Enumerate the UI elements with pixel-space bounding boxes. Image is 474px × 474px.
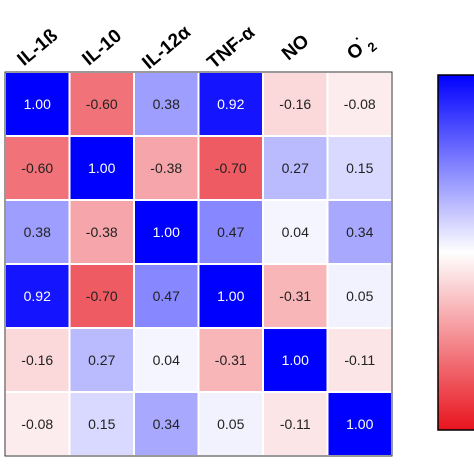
column-label: TNF-α bbox=[203, 22, 259, 74]
cell-value-label: 0.04 bbox=[153, 352, 180, 368]
column-labels: IL-1ß IL-10 IL-12α TNF-α NO O·2 bbox=[14, 22, 380, 74]
cell-value-label: -0.70 bbox=[86, 288, 118, 304]
column-label: O·2 bbox=[339, 26, 380, 68]
cell-value-label: -0.11 bbox=[344, 352, 375, 368]
heatmap-cell bbox=[264, 137, 327, 199]
heatmap-cell bbox=[264, 265, 327, 327]
heatmap-cell bbox=[199, 73, 262, 135]
cell-value-label: -0.60 bbox=[86, 96, 118, 112]
colorbar bbox=[437, 74, 474, 431]
heatmap-cell bbox=[6, 201, 69, 263]
cell-value-label: -0.60 bbox=[21, 160, 53, 176]
cell-value-label: 0.15 bbox=[88, 416, 115, 432]
heatmap-cell bbox=[70, 201, 133, 263]
cell-value-label: 0.92 bbox=[24, 288, 51, 304]
heatmap-cell bbox=[199, 329, 262, 391]
cell-value-label: -0.16 bbox=[279, 96, 311, 112]
column-label: IL-1ß bbox=[14, 25, 63, 71]
heatmap-cell bbox=[135, 137, 198, 199]
heatmap-cell bbox=[135, 393, 198, 455]
heatmap-cell bbox=[328, 265, 391, 327]
heatmap-cell bbox=[264, 393, 327, 455]
heatmap-cell bbox=[6, 73, 69, 135]
heatmap-cell bbox=[199, 393, 262, 455]
cell-value-label: 0.47 bbox=[217, 224, 244, 240]
cell-value-label: -0.08 bbox=[21, 416, 53, 432]
heatmap-cell bbox=[264, 329, 327, 391]
heatmap-cell bbox=[328, 201, 391, 263]
cell-value-label: -0.38 bbox=[86, 224, 118, 240]
cell-value-label: 0.04 bbox=[282, 224, 309, 240]
cell-value-label: 0.05 bbox=[346, 288, 373, 304]
heatmap-cell bbox=[70, 265, 133, 327]
heatmap-cell bbox=[199, 137, 262, 199]
heatmap-cell bbox=[328, 73, 391, 135]
heatmap-cell bbox=[6, 265, 69, 327]
cell-value-label: -0.70 bbox=[215, 160, 247, 176]
column-label: IL-10 bbox=[78, 25, 125, 70]
column-label: NO bbox=[278, 31, 313, 65]
cell-value-label: -0.08 bbox=[344, 96, 376, 112]
cell-value-label: 0.38 bbox=[153, 96, 180, 112]
heatmap-cell bbox=[70, 329, 133, 391]
cell-value-label: -0.16 bbox=[21, 352, 53, 368]
heatmap-cell bbox=[328, 329, 391, 391]
cell-value-label: 0.34 bbox=[346, 224, 373, 240]
cell-value-label: 0.27 bbox=[88, 352, 115, 368]
cell-value-label: 0.92 bbox=[217, 96, 244, 112]
heatmap-cell bbox=[70, 73, 133, 135]
cell-value-label: -0.31 bbox=[215, 352, 247, 368]
heatmap-cell bbox=[70, 137, 133, 199]
heatmap-cells: 1.00 -0.60 0.38 0.92 -0.16 -0.08 -0.60 1.00 -0.3… bbox=[4, 71, 393, 457]
heatmap-cell bbox=[199, 265, 262, 327]
cell-value-label: 0.47 bbox=[153, 288, 180, 304]
cell-value-label: 0.34 bbox=[153, 416, 180, 432]
heatmap-cell bbox=[264, 201, 327, 263]
cell-value-label: -0.11 bbox=[280, 416, 311, 432]
heatmap-cell bbox=[6, 329, 69, 391]
cell-value-label: 0.15 bbox=[346, 160, 373, 176]
cell-value-label: -0.38 bbox=[150, 160, 182, 176]
heatmap-cell bbox=[135, 201, 198, 263]
colorbar-gradient bbox=[437, 74, 474, 431]
cell-value-label: 1.00 bbox=[24, 96, 51, 112]
cell-value-label: 1.00 bbox=[217, 288, 244, 304]
heatmap-cell bbox=[6, 137, 69, 199]
cell-value-label: 1.00 bbox=[153, 224, 180, 240]
heatmap-frame bbox=[4, 71, 393, 457]
heatmap-cell bbox=[328, 137, 391, 199]
cell-value-label: 1.00 bbox=[282, 352, 309, 368]
cell-value-label: 1.00 bbox=[88, 160, 115, 176]
heatmap-cell bbox=[135, 329, 198, 391]
heatmap-cell bbox=[199, 201, 262, 263]
column-label: IL-12α bbox=[139, 22, 196, 74]
heatmap-cell bbox=[6, 393, 69, 455]
heatmap-cell bbox=[264, 73, 327, 135]
cell-value-label: 0.27 bbox=[282, 160, 309, 176]
heatmap-cell bbox=[135, 265, 198, 327]
heatmap-cell bbox=[135, 73, 198, 135]
cell-value-label: 0.05 bbox=[217, 416, 244, 432]
heatmap-cell bbox=[328, 393, 391, 455]
heatmap-cell bbox=[70, 393, 133, 455]
cell-value-label: 0.38 bbox=[24, 224, 51, 240]
cell-value-label: 1.00 bbox=[346, 416, 373, 432]
cell-value-label: -0.31 bbox=[279, 288, 311, 304]
